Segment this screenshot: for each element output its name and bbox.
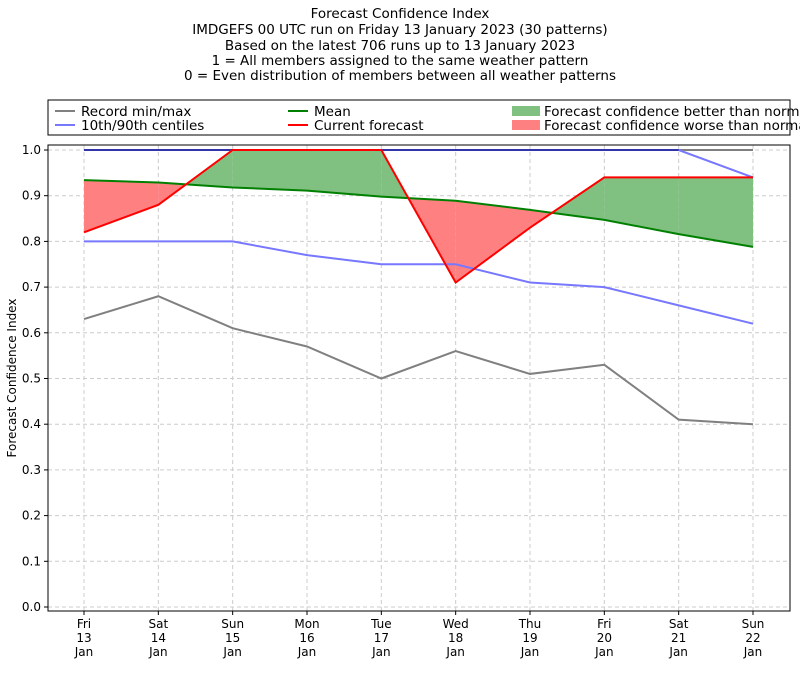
y-tick-label: 0.5 xyxy=(22,372,41,386)
y-tick-label: 0.0 xyxy=(22,600,41,614)
x-tick-label: Sat xyxy=(148,617,168,631)
y-tick-label: 0.2 xyxy=(22,509,41,523)
legend-box xyxy=(47,99,791,136)
x-tick-label: Sat xyxy=(669,617,689,631)
legend-swatch xyxy=(512,106,540,116)
x-tick-label: 17 xyxy=(374,631,389,645)
x-tick-label: 14 xyxy=(151,631,166,645)
x-tick-label: Jan xyxy=(445,645,465,659)
x-tick-label: Thu xyxy=(518,617,542,631)
x-tick-label: Tue xyxy=(370,617,392,631)
legend-label: Forecast confidence better than normal xyxy=(544,104,800,120)
p90-line xyxy=(84,149,754,179)
legend-label: 10th/90th centiles xyxy=(81,118,204,134)
fill-better xyxy=(678,177,753,247)
x-tick-label: 13 xyxy=(76,631,91,645)
fill-better xyxy=(232,150,307,191)
fill-worse xyxy=(455,200,530,283)
x-tick-label: Jan xyxy=(222,645,242,659)
fill-better xyxy=(604,177,679,235)
y-tick-label: 0.6 xyxy=(22,326,41,340)
chart-subtitle-1: IMDGEFS 00 UTC run on Friday 13 January … xyxy=(192,22,608,38)
x-tick-label: Wed xyxy=(443,617,469,631)
chart-subtitle-2: Based on the latest 706 runs up to 13 Ja… xyxy=(224,38,576,54)
x-tick-label: 22 xyxy=(745,631,760,645)
x-tick-label: 20 xyxy=(597,631,612,645)
x-tick-label: 15 xyxy=(225,631,240,645)
legend-label: Forecast confidence worse than normal xyxy=(544,118,800,134)
x-tick-label: 19 xyxy=(522,631,537,645)
y-tick-label: 0.3 xyxy=(22,463,41,477)
y-axis-label: Forecast Confidence Index xyxy=(5,299,19,458)
legend-label: Mean xyxy=(314,104,351,120)
fill-better xyxy=(307,150,382,197)
y-tick-label: 0.1 xyxy=(22,554,41,568)
chart-subtitle-3: 1 = All members assigned to the same wea… xyxy=(211,53,589,69)
y-tick-label: 0.7 xyxy=(22,280,41,294)
x-tick-label: Jan xyxy=(594,645,614,659)
x-tick-label: 16 xyxy=(299,631,314,645)
x-tick-label: Sun xyxy=(221,617,244,631)
legend-swatch xyxy=(512,120,540,130)
x-tick-label: Jan xyxy=(668,645,688,659)
record-min-line xyxy=(83,295,754,426)
x-tick-label: Jan xyxy=(74,645,94,659)
plot-frame xyxy=(47,144,791,612)
x-tick-label: Jan xyxy=(520,645,540,659)
legend-label: Current forecast xyxy=(314,118,424,134)
y-tick-label: 0.4 xyxy=(22,417,41,431)
y-tick-label: 1.0 xyxy=(22,143,41,157)
fill-better xyxy=(551,177,605,220)
x-tick-label: Jan xyxy=(148,645,168,659)
x-tick-label: Jan xyxy=(371,645,391,659)
chart-subtitle-4: 0 = Even distribution of members between… xyxy=(183,68,617,84)
x-tick-label: Fri xyxy=(77,617,91,631)
current-forecast-line xyxy=(83,149,753,285)
x-tick-label: Jan xyxy=(297,645,317,659)
fill-worse xyxy=(84,180,159,233)
x-tick-label: Jan xyxy=(743,645,763,659)
x-tick-label: Mon xyxy=(294,617,319,631)
x-tick-label: 21 xyxy=(671,631,686,645)
x-tick-label: Sun xyxy=(742,617,765,631)
legend-label: Record min/max xyxy=(81,104,191,120)
p10-line xyxy=(84,240,754,325)
y-tick-label: 0.9 xyxy=(22,189,41,203)
mean-line xyxy=(83,179,754,248)
chart-title: Forecast Confidence Index xyxy=(310,6,490,22)
x-tick-label: 18 xyxy=(448,631,463,645)
x-tick-label: Fri xyxy=(597,617,611,631)
y-tick-label: 0.8 xyxy=(22,234,41,248)
